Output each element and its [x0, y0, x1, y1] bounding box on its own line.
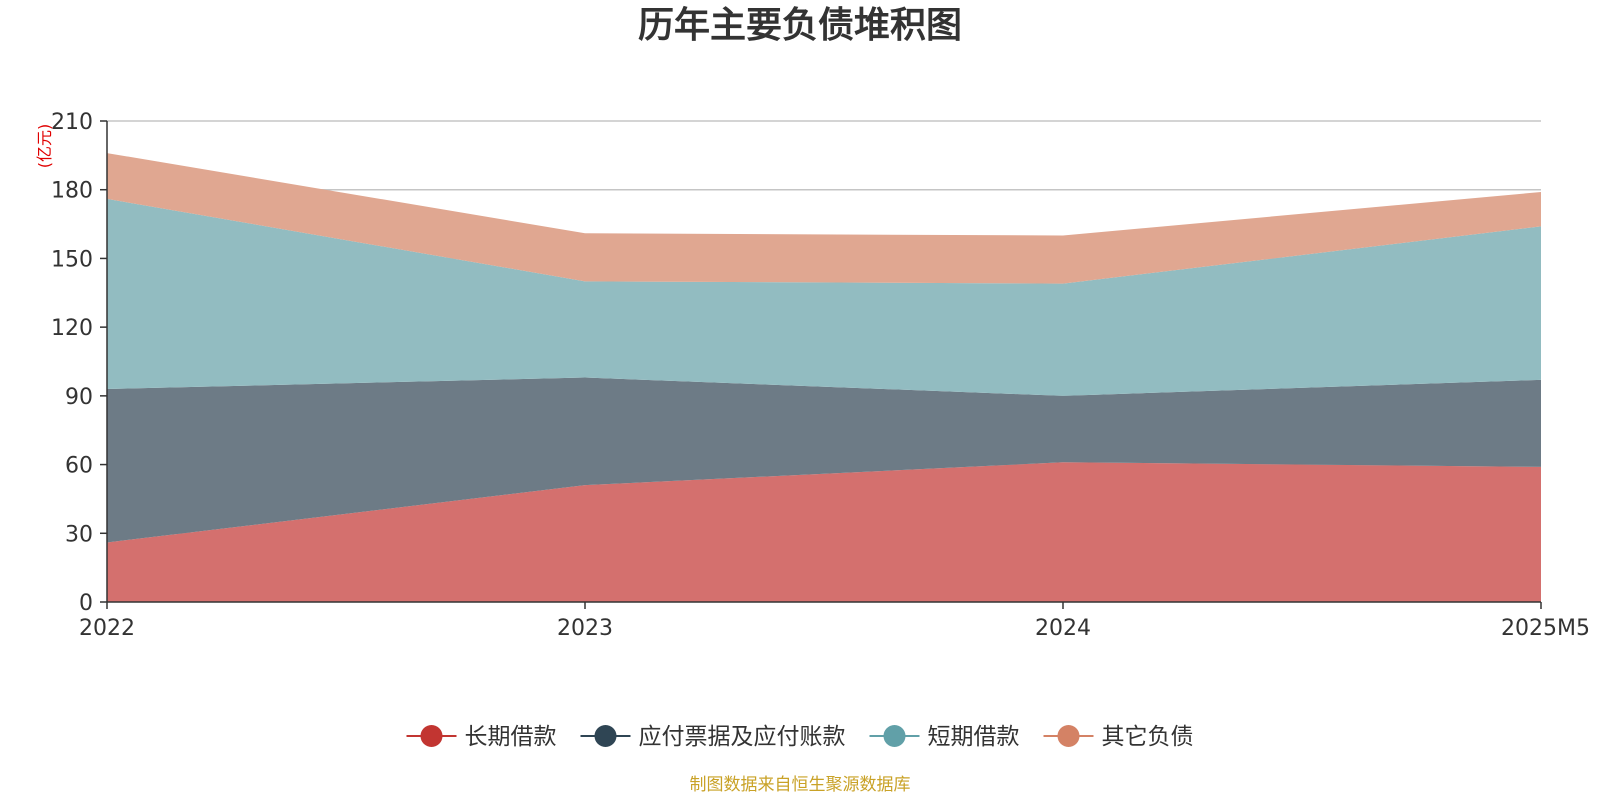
area-series	[107, 153, 1541, 602]
area-series-4	[107, 153, 1541, 284]
axes: 0 30 60 90 120 150 180 210 2022 2023 2024 2025M5	[51, 110, 1590, 641]
legend-label: 长期借款	[465, 724, 557, 750]
y-tick-label: 30	[65, 522, 93, 547]
area-series-3	[107, 198, 1541, 396]
chart-title: 历年主要负债堆积图	[638, 5, 962, 46]
area-series-1	[107, 462, 1541, 602]
legend-marker-icon	[594, 725, 617, 747]
y-tick-label: 210	[51, 110, 93, 135]
y-tick-label: 90	[65, 385, 93, 410]
legend-marker-icon	[420, 725, 443, 747]
legend-label: 短期借款	[928, 724, 1020, 750]
area-series-2	[107, 377, 1541, 543]
x-tick-label: 2022	[79, 616, 135, 641]
y-tick-label: 180	[51, 179, 93, 204]
legend-label: 应付票据及应付账款	[639, 724, 846, 750]
y-tick-label: 150	[51, 247, 93, 272]
data-source-note: 制图数据来自恒生聚源数据库	[690, 775, 911, 795]
legend-item-3: 短期借款	[869, 724, 1020, 750]
y-tick-label: 0	[79, 591, 93, 616]
y-tick-label: 60	[65, 454, 93, 479]
y-axis-unit: (亿元)	[35, 124, 54, 169]
legend-marker-icon	[1057, 725, 1080, 747]
legend: 长期借款 应付票据及应付账款 短期借款 其它负债	[406, 724, 1194, 750]
x-tick-label: 2023	[557, 616, 613, 641]
legend-item-4: 其它负债	[1043, 724, 1194, 750]
legend-marker-icon	[883, 725, 906, 747]
x-tick-label: 2025M5	[1501, 616, 1590, 641]
legend-item-1: 长期借款	[406, 724, 557, 750]
legend-item-2: 应付票据及应付账款	[580, 724, 846, 750]
x-tick-label: 2024	[1035, 616, 1091, 641]
legend-label: 其它负债	[1102, 724, 1194, 750]
y-tick-label: 120	[51, 316, 93, 341]
